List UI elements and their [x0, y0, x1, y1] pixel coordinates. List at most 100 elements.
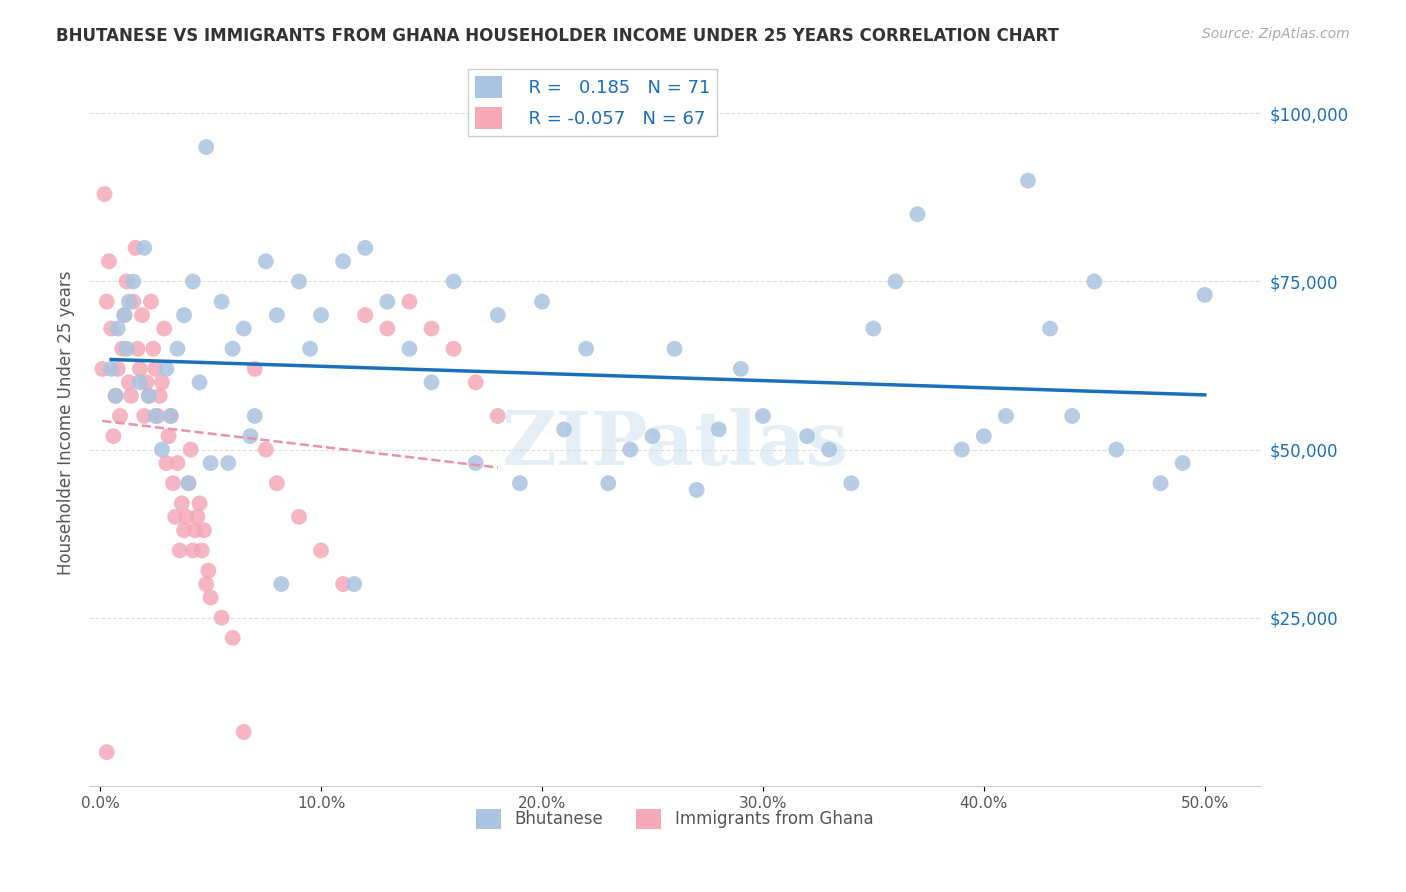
Point — [707, 422, 730, 436]
Point — [155, 362, 177, 376]
Point — [159, 409, 181, 423]
Point — [115, 342, 138, 356]
Point — [149, 389, 172, 403]
Point — [862, 321, 884, 335]
Point — [641, 429, 664, 443]
Point — [266, 308, 288, 322]
Text: ZIPatlas: ZIPatlas — [501, 408, 848, 481]
Point — [1105, 442, 1128, 457]
Point — [142, 342, 165, 356]
Point — [211, 294, 233, 309]
Point — [211, 610, 233, 624]
Point — [190, 543, 212, 558]
Point — [157, 429, 180, 443]
Point — [150, 442, 173, 457]
Point — [112, 308, 135, 322]
Point — [354, 241, 377, 255]
Point — [254, 254, 277, 268]
Point — [950, 442, 973, 457]
Point — [200, 591, 222, 605]
Point — [108, 409, 131, 423]
Point — [1194, 288, 1216, 302]
Point — [309, 308, 332, 322]
Point — [217, 456, 239, 470]
Point — [752, 409, 775, 423]
Point — [180, 442, 202, 457]
Point — [96, 745, 118, 759]
Point — [181, 275, 204, 289]
Point — [184, 523, 207, 537]
Point — [100, 321, 122, 335]
Point — [143, 362, 166, 376]
Point — [332, 254, 354, 268]
Point — [298, 342, 321, 356]
Point — [166, 456, 188, 470]
Point — [122, 275, 145, 289]
Point — [193, 523, 215, 537]
Point — [118, 294, 141, 309]
Point — [195, 577, 218, 591]
Point — [464, 376, 486, 390]
Point — [96, 294, 118, 309]
Point — [104, 389, 127, 403]
Point — [122, 294, 145, 309]
Point — [221, 342, 243, 356]
Point — [309, 543, 332, 558]
Point — [994, 409, 1017, 423]
Point — [128, 362, 150, 376]
Point — [332, 577, 354, 591]
Point — [93, 187, 115, 202]
Point — [232, 725, 254, 739]
Point — [128, 376, 150, 390]
Point — [1039, 321, 1062, 335]
Point — [354, 308, 377, 322]
Point — [186, 509, 208, 524]
Point — [138, 389, 160, 403]
Point — [270, 577, 292, 591]
Point — [464, 456, 486, 470]
Point — [165, 509, 187, 524]
Point — [232, 321, 254, 335]
Point — [188, 496, 211, 510]
Point — [443, 275, 465, 289]
Point — [177, 476, 200, 491]
Point — [598, 476, 620, 491]
Point — [134, 241, 156, 255]
Point — [143, 409, 166, 423]
Point — [181, 543, 204, 558]
Point — [375, 294, 398, 309]
Point — [107, 321, 129, 335]
Point — [120, 389, 142, 403]
Point — [177, 476, 200, 491]
Text: Source: ZipAtlas.com: Source: ZipAtlas.com — [1202, 27, 1350, 41]
Point — [1017, 174, 1039, 188]
Point — [530, 294, 553, 309]
Point — [118, 376, 141, 390]
Point — [107, 362, 129, 376]
Point — [115, 275, 138, 289]
Text: BHUTANESE VS IMMIGRANTS FROM GHANA HOUSEHOLDER INCOME UNDER 25 YEARS CORRELATION: BHUTANESE VS IMMIGRANTS FROM GHANA HOUSE… — [56, 27, 1059, 45]
Point — [197, 564, 219, 578]
Point — [243, 362, 266, 376]
Point — [884, 275, 907, 289]
Point — [138, 389, 160, 403]
Point — [159, 409, 181, 423]
Point — [134, 409, 156, 423]
Point — [221, 631, 243, 645]
Point — [146, 409, 169, 423]
Point — [166, 342, 188, 356]
Point — [375, 321, 398, 335]
Point — [200, 456, 222, 470]
Point — [155, 456, 177, 470]
Point — [195, 140, 218, 154]
Point — [139, 294, 162, 309]
Point — [730, 362, 752, 376]
Point — [239, 429, 262, 443]
Point — [174, 509, 197, 524]
Point — [162, 476, 184, 491]
Point — [973, 429, 995, 443]
Point — [509, 476, 531, 491]
Point — [266, 476, 288, 491]
Point — [288, 275, 311, 289]
Point — [173, 308, 195, 322]
